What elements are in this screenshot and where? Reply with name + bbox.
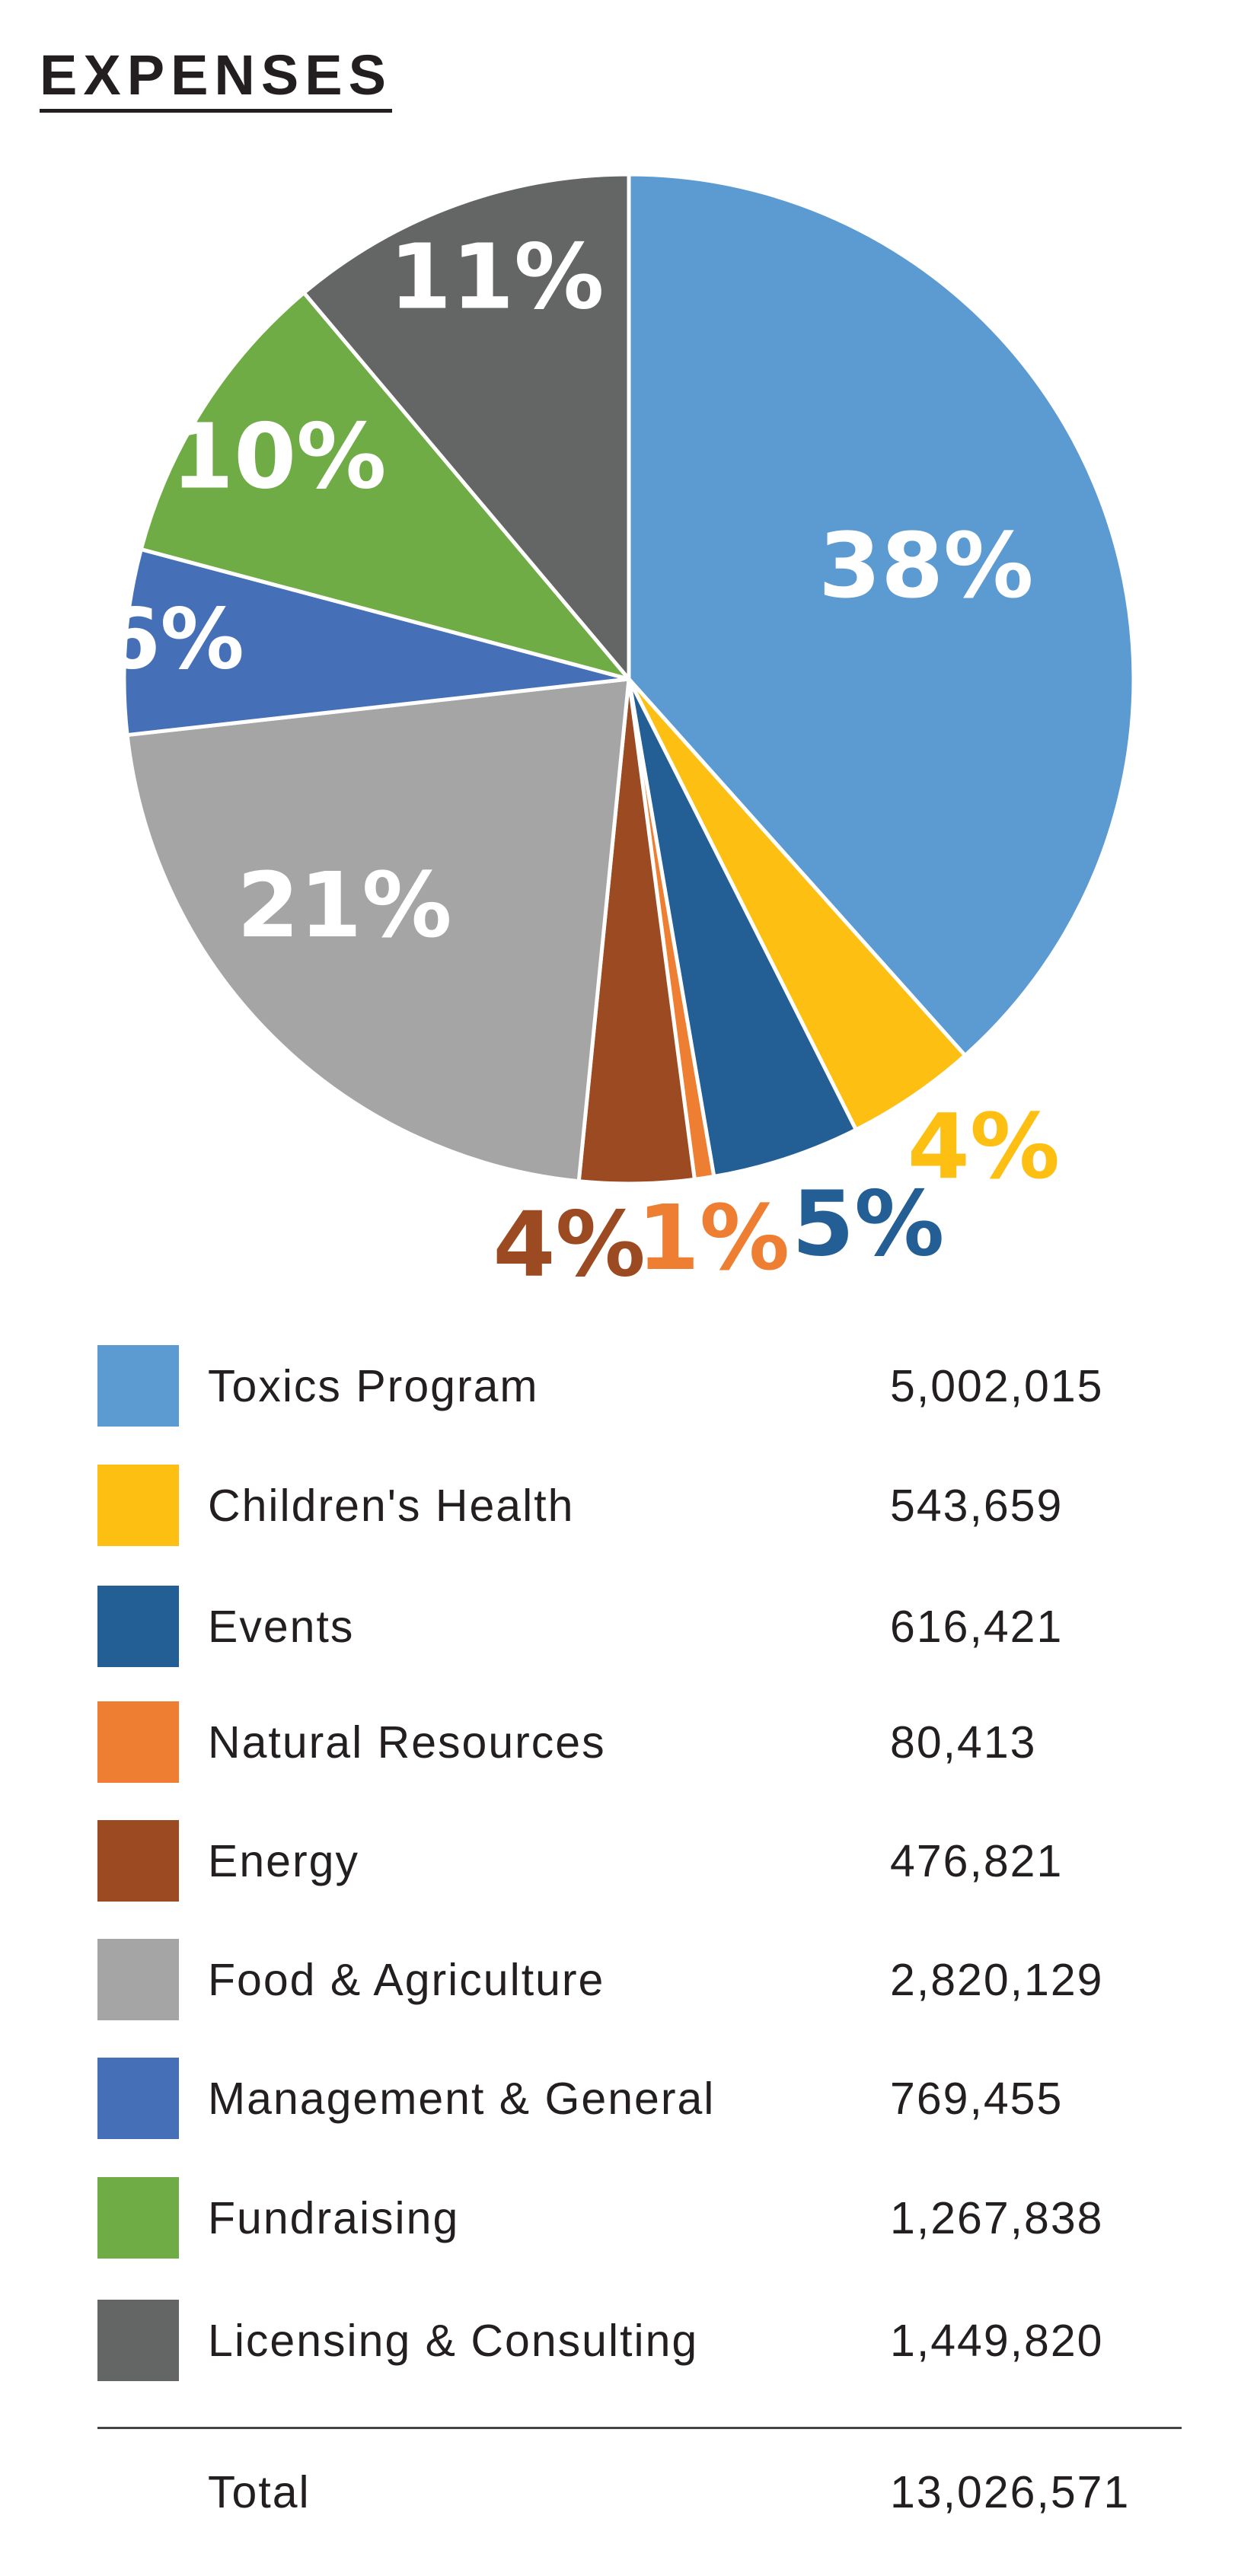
pie-label-energy: 4% <box>493 1191 645 1296</box>
total-value: 13,026,571 <box>890 2467 1131 2517</box>
pie-label-food-and-agriculture: 21% <box>237 853 451 958</box>
legend-swatch <box>97 2300 179 2381</box>
legend-item-energy: Energy 476,821 <box>97 1820 1201 1904</box>
pie-slice-events <box>627 677 858 1179</box>
legend-item-children-s-health: Children's Health 543,659 <box>97 1465 1201 1548</box>
chart-title: EXPENSES <box>40 44 392 113</box>
legend-item-events: Events 616,421 <box>97 1586 1201 1669</box>
legend-label: Children's Health <box>208 1481 575 1531</box>
legend-label: Toxics Program <box>208 1361 539 1411</box>
legend-item-toxics-program: Toxics Program 5,002,015 <box>97 1345 1201 1429</box>
pie-label-management-and-general: 6% <box>102 591 244 688</box>
pie-slice-children-s-health <box>627 677 968 1132</box>
pie-label-licensing-and-consulting: 11% <box>389 225 604 330</box>
total-row: Total 13,026,571 <box>97 2466 1201 2535</box>
legend-item-fundraising: Fundraising 1,267,838 <box>97 2177 1201 2261</box>
legend-value: 543,659 <box>890 1481 1064 1531</box>
pie-label-toxics-program: 38% <box>818 513 1033 618</box>
legend-value: 1,449,820 <box>890 2316 1104 2366</box>
pie-slice-fundraising <box>139 291 631 681</box>
total-divider <box>97 2427 1182 2429</box>
legend-label: Events <box>208 1602 355 1652</box>
legend-label: Food & Agriculture <box>208 1955 605 2005</box>
legend-value: 769,455 <box>890 2074 1064 2124</box>
pie-label-children-s-health: 4% <box>908 1094 1060 1199</box>
legend-item-management-and-general: Management & General 769,455 <box>97 2058 1201 2141</box>
legend-label: Fundraising <box>208 2193 460 2243</box>
pie-slice-toxics-program <box>627 172 1136 1058</box>
legend-swatch <box>97 2177 179 2259</box>
pie-label-natural-resources: 1% <box>637 1185 790 1290</box>
legend-label: Licensing & Consulting <box>208 2316 699 2366</box>
legend-label: Energy <box>208 1836 359 1886</box>
legend-item-licensing-and-consulting: Licensing & Consulting 1,449,820 <box>97 2300 1201 2383</box>
pie-slice-management-and-general <box>122 547 631 738</box>
legend-value: 5,002,015 <box>890 1361 1104 1411</box>
legend-swatch <box>97 1586 179 1667</box>
legend-swatch <box>97 1939 179 2020</box>
legend-item-natural-resources: Natural Resources 80,413 <box>97 1701 1201 1785</box>
pie-chart: 38%4%5%1%4%21%6%10%11% <box>102 172 1136 1297</box>
legend-swatch <box>97 1820 179 1902</box>
legend-item-food-and-agriculture: Food & Agriculture 2,820,129 <box>97 1939 1201 2023</box>
legend-label: Natural Resources <box>208 1717 606 1768</box>
pie-label-events: 5% <box>792 1171 944 1276</box>
legend-swatch <box>97 1465 179 1546</box>
legend-swatch <box>97 2058 179 2139</box>
legend-value: 2,820,129 <box>890 1955 1104 2005</box>
legend-swatch <box>97 1701 179 1783</box>
legend-value: 616,421 <box>890 1602 1064 1652</box>
legend-value: 80,413 <box>890 1717 1037 1768</box>
pie-slice-food-and-agriculture <box>125 677 631 1184</box>
legend-label: Management & General <box>208 2074 716 2124</box>
total-label: Total <box>208 2467 311 2517</box>
pie-label-fundraising: 10% <box>171 404 386 509</box>
legend-swatch <box>97 1345 179 1427</box>
pie-slice-licensing-and-consulting <box>301 172 631 681</box>
legend-value: 476,821 <box>890 1836 1064 1886</box>
legend-value: 1,267,838 <box>890 2193 1104 2243</box>
